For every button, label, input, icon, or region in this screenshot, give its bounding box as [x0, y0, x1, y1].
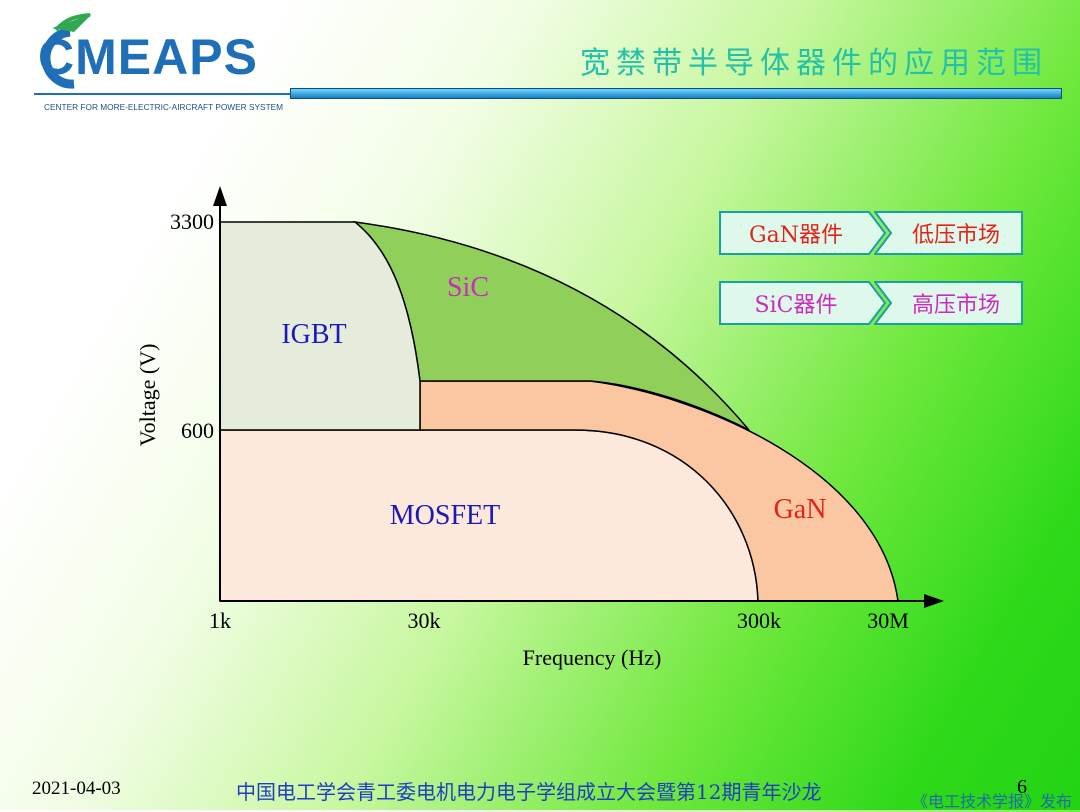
- x-tick-1k: 1k: [209, 608, 231, 633]
- footer-page-number: 6: [1017, 776, 1027, 798]
- label-mosfet: MOSFET: [390, 500, 500, 531]
- logo-ring-icon: [34, 13, 300, 95]
- footer-source: 《电工技术学报》发布: [912, 792, 1073, 811]
- x-axis-label: Frequency (Hz): [523, 645, 662, 670]
- region-gan: [419, 380, 899, 602]
- legend-gan-market: 低压市场: [874, 211, 1024, 255]
- legend-gan-market-text: 低压市场: [911, 223, 1000, 248]
- legend-gan-device: GaN器件: [719, 211, 887, 255]
- y-tick-3300: 3300: [170, 209, 214, 234]
- y-tick-600: 600: [181, 418, 214, 443]
- cmeaps-logo: CMEAPS CENTER FOR MORE-ELECTRIC-AIRCRAFT…: [12, 10, 302, 112]
- label-igbt: IGBT: [281, 319, 346, 350]
- x-tick-300k: 300k: [737, 608, 781, 633]
- x-tick-30k: 30k: [408, 608, 441, 633]
- legend-sic-device: SiC器件: [719, 281, 887, 325]
- logo-subtitle: CENTER FOR MORE-ELECTRIC-AIRCRAFT POWER …: [44, 102, 284, 112]
- label-gan: GaN: [774, 494, 827, 525]
- y-axis-label: Voltage (V): [135, 344, 160, 447]
- legend-sic-device-text: SiC器件: [754, 293, 838, 318]
- slide-title: 宽禁带半导体器件的应用范围: [580, 46, 1048, 81]
- x-axis-arrow-icon: [924, 594, 944, 608]
- region-igbt: [219, 221, 421, 431]
- y-axis-arrow-icon: [213, 186, 227, 206]
- footer-event: 中国电工学会青工委电机电力电子学组成立大会暨第12期青年沙龙: [236, 780, 822, 804]
- legend-sic-market-text: 高压市场: [911, 293, 1000, 318]
- legend-sic-market: 高压市场: [874, 281, 1024, 325]
- legend-gan-device-text: GaN器件: [749, 223, 843, 248]
- title-underline-bar: [290, 88, 1062, 99]
- label-sic: SiC: [447, 272, 489, 303]
- footer-date: 2021-04-03: [32, 778, 121, 799]
- x-tick-30M: 30M: [867, 608, 909, 633]
- logo-text: CMEAPS: [38, 29, 258, 85]
